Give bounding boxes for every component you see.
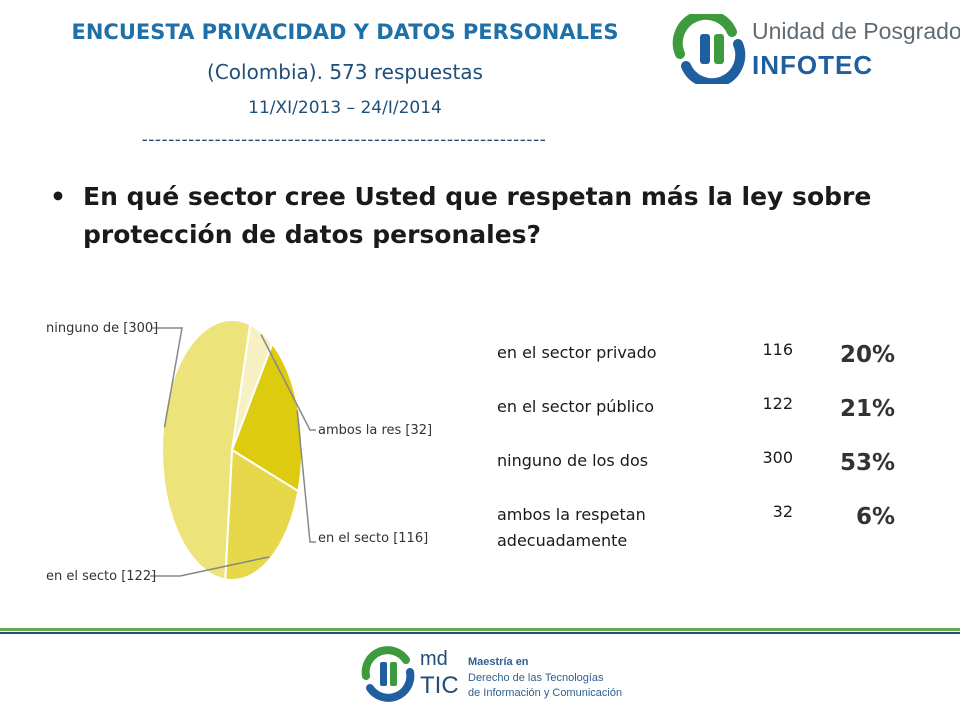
row-percent: 20% (839, 342, 895, 368)
leader-line (296, 410, 316, 543)
infotec-mark-icon (672, 9, 746, 89)
slice-sector-publico (224, 448, 300, 581)
survey-subtitle: (Colombia). 573 respuestas (207, 60, 483, 84)
infotec-logo: Unidad de Posgrados INFOTEC (672, 9, 960, 89)
table-row: en el sector privado 116 20% (497, 340, 907, 394)
leader-line (152, 327, 183, 428)
leader-line (260, 334, 316, 431)
row-label: ninguno de los dos (497, 451, 649, 470)
slice-label: en el secto [122] (46, 569, 156, 584)
program-line-2: Derecho de las Tecnologías (468, 672, 604, 684)
results-table: en el sector privado 116 20% en el secto… (497, 340, 907, 556)
slice-label: en el secto [116] (318, 531, 428, 546)
survey-dates: 11/XI/2013 – 24/I/2014 (248, 98, 442, 118)
logo-md-text: md (420, 648, 448, 670)
slice-label: ninguno de [300] (46, 321, 158, 336)
leader-line (150, 556, 270, 577)
table-row: en el sector público 122 21% (497, 394, 907, 448)
row-label: ambos la respetan adecuadamente (497, 505, 646, 550)
logo-unit-text: Unidad de Posgrados (752, 18, 960, 44)
program-line-3: de Información y Comunicación (468, 687, 623, 699)
logo-tic-text: TIC (420, 672, 459, 699)
row-label: en el sector privado (497, 343, 657, 362)
question-text: En qué sector cree Usted que respetan má… (83, 182, 872, 249)
table-row: ninguno de los dos 300 53% (497, 448, 907, 502)
mdtic-logo: md TIC Maestría en Derecho de las Tecnol… (360, 646, 640, 706)
slice-label: ambos la res [32] (318, 423, 432, 438)
program-line-1: Maestría en (468, 656, 529, 668)
table-row: ambos la respetan adecuadamente 32 6% (497, 502, 907, 556)
row-count: 300 (762, 448, 793, 467)
slice-ninguno (161, 319, 252, 581)
row-count: 122 (762, 394, 793, 413)
bullet-icon: • (50, 182, 66, 211)
footer-blue-line (0, 632, 960, 634)
row-percent: 21% (839, 396, 895, 422)
logo-infotec-text: INFOTEC (752, 50, 874, 80)
pie-chart: en el secto [116] en el secto [122] ningun… (46, 319, 432, 584)
row-percent: 53% (839, 450, 895, 476)
mdtic-mark-icon (361, 646, 415, 702)
row-percent: 6% (855, 504, 895, 530)
footer-green-line (0, 628, 960, 631)
row-count: 32 (772, 502, 793, 521)
survey-title: ENCUESTA PRIVACIDAD Y DATOS PERSONALES (71, 20, 619, 44)
title-dashed-rule: ----------------------------------------… (141, 130, 547, 150)
row-label: en el sector público (497, 397, 655, 416)
row-count: 116 (762, 340, 793, 359)
